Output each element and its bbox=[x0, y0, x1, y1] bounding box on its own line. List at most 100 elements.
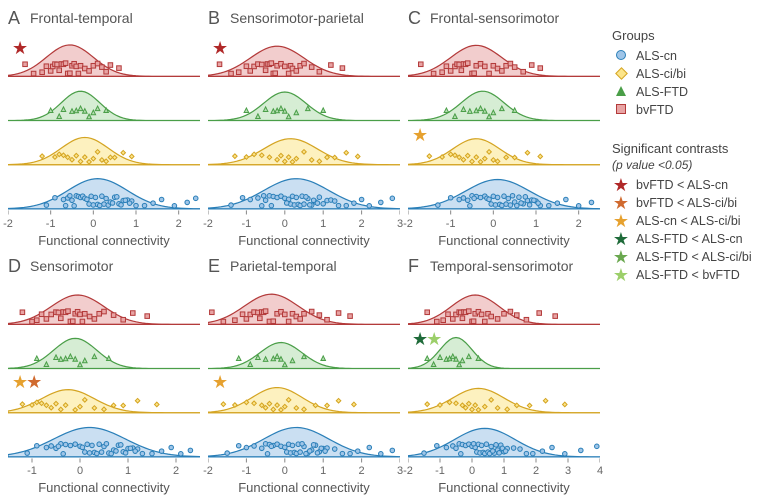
density-als-ftd bbox=[8, 91, 200, 120]
star-icon: ★ bbox=[26, 373, 42, 391]
x-tick-label: 1 bbox=[320, 465, 326, 477]
x-tick-label: 2 bbox=[359, 465, 365, 477]
legend-contrast-row: ★ ALS-FTD < ALS-cn bbox=[612, 232, 763, 246]
star-icon: ★ bbox=[212, 373, 228, 391]
x-tick-label: -1 bbox=[435, 465, 445, 477]
legend-group-row: ALS-cn bbox=[612, 49, 763, 63]
sig-stars: ★★ bbox=[12, 373, 40, 393]
panel-title: Parietal-temporal bbox=[230, 258, 400, 274]
panel-letter: E bbox=[208, 256, 220, 277]
panel-letter: F bbox=[408, 256, 419, 277]
x-tick-label: -1 bbox=[46, 218, 56, 230]
star-icon: ★ bbox=[426, 330, 442, 348]
ridge-plot bbox=[408, 30, 600, 216]
ridge-plot bbox=[408, 278, 600, 464]
x-ticks: -1012 bbox=[8, 465, 200, 477]
figure-root: A Frontal-temporal ★ -2 -1 0 1 2 Functional conn… bbox=[0, 0, 767, 503]
legend-group-row: bvFTD bbox=[612, 103, 763, 117]
star-icon: ★ bbox=[612, 232, 630, 246]
panel-B: B Sensorimotor-parietal★ -2-10123 Functiona… bbox=[204, 4, 404, 252]
legend-contrasts-sub: (p value <0.05) bbox=[612, 158, 763, 172]
x-tick-label: 0 bbox=[90, 218, 96, 230]
x-ticks: -2-10123 bbox=[208, 218, 400, 230]
legend-contrast-row: ★ALS-FTD < ALS-ci/bi bbox=[612, 250, 763, 264]
legend-group-label: ALS-cn bbox=[636, 49, 763, 63]
legend-contrast-label: bvFTD < ALS-ci/bi bbox=[636, 196, 763, 210]
legend-contrasts: Significant contrasts (p value <0.05) ★b… bbox=[612, 141, 763, 282]
legend-contrast-label: ALS-cn < ALS-ci/bi bbox=[636, 214, 763, 228]
x-tick-label: 1 bbox=[125, 465, 131, 477]
ridge-plot bbox=[208, 278, 400, 464]
x-tick-label: 1 bbox=[533, 218, 539, 230]
panel-letter: B bbox=[208, 8, 220, 29]
x-tick-label: 2 bbox=[533, 465, 539, 477]
legend-group-label: ALS-FTD bbox=[636, 85, 763, 99]
x-tick-label: 1 bbox=[320, 218, 326, 230]
legend-group-row: ALS-ci/bi bbox=[612, 67, 763, 81]
density-als-ftd bbox=[208, 92, 400, 121]
panel-letter: D bbox=[8, 256, 21, 277]
x-tick-label: -2 bbox=[403, 218, 413, 230]
x-tick-label: 1 bbox=[501, 465, 507, 477]
x-tick-label: -2 bbox=[3, 218, 13, 230]
legend-contrast-row: ★bvFTD < ALS-cn bbox=[612, 178, 763, 192]
legend-group-label: bvFTD bbox=[636, 103, 763, 117]
panel-A: AFrontal-temporal★-2-1012Functional conn… bbox=[4, 4, 204, 252]
legend-contrast-row: ★ bvFTD < ALS-ci/bi bbox=[612, 196, 763, 210]
density-als-cibi bbox=[408, 388, 600, 412]
panel-letter: A bbox=[8, 8, 20, 29]
x-ticks: -2-101234 bbox=[408, 465, 600, 477]
density-als-ftd bbox=[8, 338, 200, 368]
star-icon: ★ bbox=[612, 196, 630, 210]
panel-D: DSensorimotor★★-1012Functional connectiv… bbox=[4, 252, 204, 500]
star-icon: ★ bbox=[612, 250, 630, 264]
x-tick-label: 1 bbox=[133, 218, 139, 230]
panel-letter: C bbox=[408, 8, 421, 29]
x-axis-label: Functional connectivity bbox=[204, 233, 404, 248]
legend-contrast-label: bvFTD < ALS-cn bbox=[636, 178, 763, 192]
x-tick-label: -2 bbox=[203, 465, 213, 477]
legend-group-row: ALS-FTD bbox=[612, 85, 763, 99]
x-tick-label: 2 bbox=[576, 218, 582, 230]
panel-title: Frontal-temporal bbox=[30, 10, 200, 26]
x-tick-label: -1 bbox=[27, 465, 37, 477]
legend-marker-diamond-icon bbox=[612, 67, 630, 81]
panel-E: EParietal-temporal★-2-10123Functional co… bbox=[204, 252, 404, 500]
x-tick-label: -1 bbox=[446, 218, 456, 230]
legend-side: Groups ALS-cn ALS-ci/bi ALS-FTD bvFTD Signi… bbox=[604, 0, 767, 503]
x-tick-label: 0 bbox=[469, 465, 475, 477]
star-icon: ★ bbox=[612, 268, 630, 282]
x-axis-label: Functional connectivity bbox=[404, 480, 604, 495]
legend-contrast-label: ALS-FTD < bvFTD bbox=[636, 268, 763, 282]
star-icon: ★ bbox=[212, 39, 228, 57]
x-ticks: -2-1012 bbox=[8, 218, 200, 230]
x-tick-label: -2 bbox=[203, 218, 213, 230]
legend-contrast-label: ALS-FTD < ALS-cn bbox=[636, 232, 763, 246]
legend-contrasts-title: Significant contrasts bbox=[612, 141, 763, 156]
x-tick-label: 0 bbox=[282, 465, 288, 477]
panels-grid: A Frontal-temporal ★ -2 -1 0 1 2 Functional conn… bbox=[0, 0, 604, 503]
ridge-plot bbox=[8, 30, 200, 216]
x-ticks: -2-10123 bbox=[208, 465, 400, 477]
legend-contrast-row: ★ ALS-cn < ALS-ci/bi bbox=[612, 214, 763, 228]
panel-title: Sensorimotor bbox=[30, 258, 200, 274]
x-ticks: -2-1012 bbox=[408, 218, 600, 230]
ridge-plot bbox=[8, 278, 200, 464]
legend-groups: Groups ALS-cn ALS-ci/bi ALS-FTD bvFTD bbox=[612, 28, 763, 117]
ridge-plot bbox=[208, 30, 400, 216]
legend-marker-square-icon bbox=[612, 103, 630, 117]
x-axis-label: Functional connectivity bbox=[4, 480, 204, 495]
density-als-cibi bbox=[408, 139, 600, 165]
density-als-ftd bbox=[408, 91, 600, 120]
legend-groups-title: Groups bbox=[612, 28, 763, 43]
legend-marker-circle-icon bbox=[612, 49, 630, 63]
x-tick-label: 0 bbox=[77, 465, 83, 477]
x-tick-label: -1 bbox=[242, 218, 252, 230]
x-axis-label: Functional connectivity bbox=[204, 480, 404, 495]
panel-title: Sensorimotor-parietal bbox=[230, 10, 400, 26]
legend-contrast-row: ★ ALS-FTD < bvFTD bbox=[612, 268, 763, 282]
panel-title: Frontal-sensorimotor bbox=[430, 10, 600, 26]
star-icon: ★ bbox=[612, 214, 630, 228]
panel-C: CFrontal-sensorimotor★-2-1012Functional … bbox=[404, 4, 604, 252]
panel-F: FTemporal-sensorimotor★★-2-101234Functio… bbox=[404, 252, 604, 500]
